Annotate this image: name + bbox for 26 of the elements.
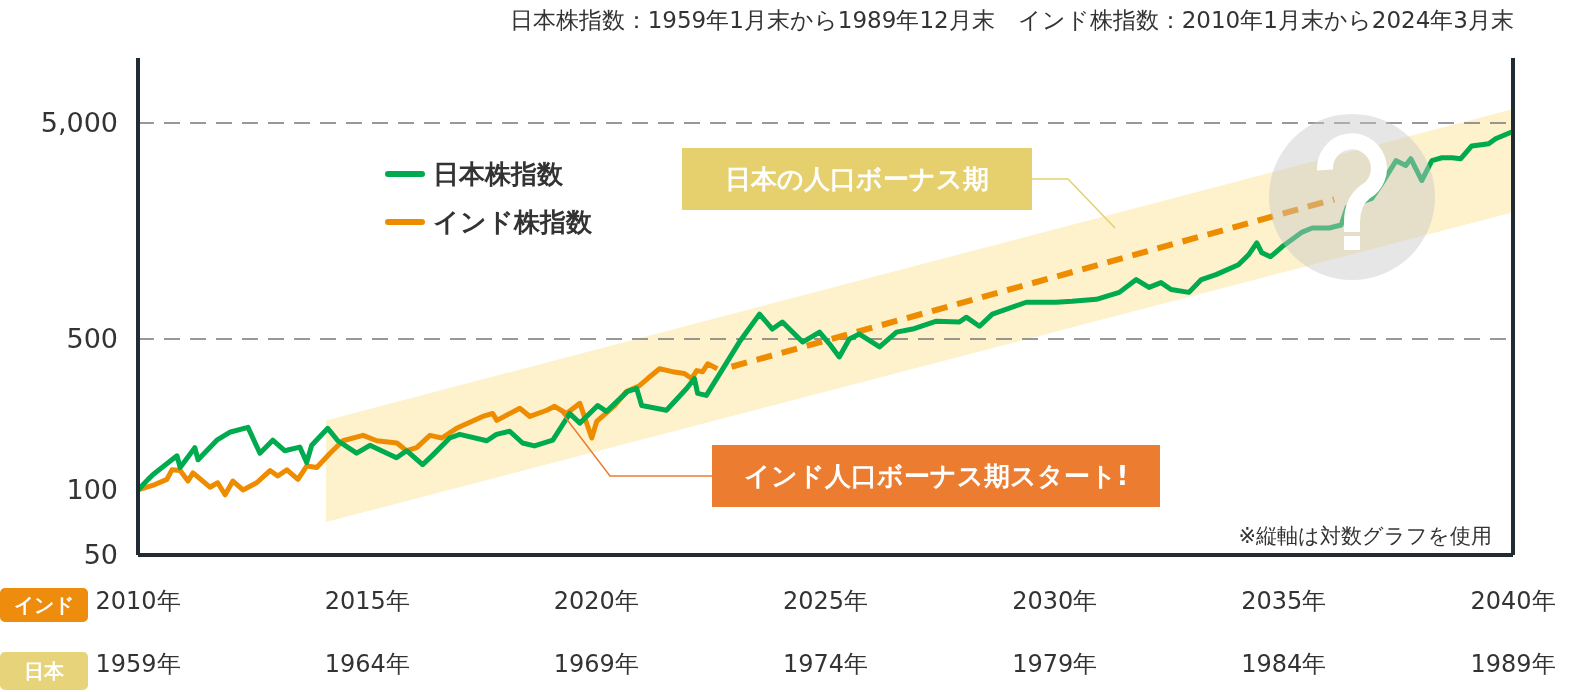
x2-tick-label: 1984年 [1241,650,1327,678]
x-tick-label: 2020年 [553,587,639,615]
x-axis-title: インド [14,593,74,617]
x-tick-label: 2035年 [1241,587,1327,615]
x-tick-label: 2025年 [782,587,869,615]
annotation: 日本の人口ボーナス期 [725,164,989,194]
x2-tick-label: 1969年 [553,650,639,678]
x2-tick-label: 1989年 [1470,650,1556,678]
y-tick-label: 5,000 [40,107,118,139]
x2-tick-label: 1964年 [324,650,410,678]
y-tick-label: 50 [83,539,118,570]
y-tick-label: 100 [66,473,118,505]
y-tick-label: 500 [66,323,118,355]
legend-label: 日本株指数 [433,157,563,191]
x-tick-label: 2030年 [1012,587,1098,615]
annotation: ※縦軸は対数グラフを使用 [1238,524,1492,548]
chart-title: 日本株指数：1959年1月末から1989年12月末 インド株指数：2010年1月末から2024年3月末 [509,7,1514,33]
annotation: インド人口ボーナス期スタート! [743,461,1129,491]
x-tick-label: 2010年 [95,587,181,615]
x2-axis-title: 日本 [24,659,65,683]
x2-tick-label: 1974年 [782,650,869,678]
x2-tick-label: 1959年 [95,650,181,678]
legend-label: インド株指数 [433,205,592,239]
x-tick-label: 2015年 [324,587,410,615]
x-tick-label: 2040年 [1470,587,1556,615]
x2-tick-label: 1979年 [1012,650,1098,678]
